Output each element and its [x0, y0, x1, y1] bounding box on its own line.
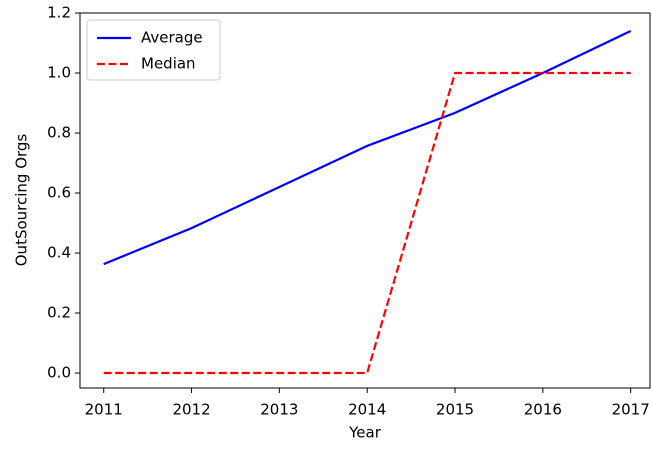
y-tick-label: 0.8 [47, 124, 71, 142]
x-tick-label: 2011 [85, 401, 123, 419]
x-tick-label: 2013 [260, 401, 298, 419]
line-series [103, 30, 632, 266]
legend-label: Average [141, 29, 203, 47]
y-tick-label: 0.0 [47, 364, 71, 382]
x-tick-label: 2012 [172, 401, 210, 419]
y-tick-label: 1.0 [47, 64, 71, 82]
x-tick-label: 2015 [436, 401, 474, 419]
legend-label: Median [141, 55, 196, 73]
x-tick-label: 2014 [348, 401, 386, 419]
line-series [103, 71, 631, 375]
y-tick-label: 1.2 [47, 4, 71, 22]
y-tick-label: 0.4 [47, 244, 71, 262]
y-tick-label: 0.2 [47, 304, 71, 322]
x-axis-label: Year [348, 424, 382, 442]
y-axis-label: OutSourcing Orgs [13, 134, 31, 267]
x-tick-label: 2017 [612, 401, 650, 419]
plot-frame [79, 12, 651, 389]
y-tick-label: 0.6 [47, 184, 71, 202]
x-tick-label: 2016 [524, 401, 562, 419]
